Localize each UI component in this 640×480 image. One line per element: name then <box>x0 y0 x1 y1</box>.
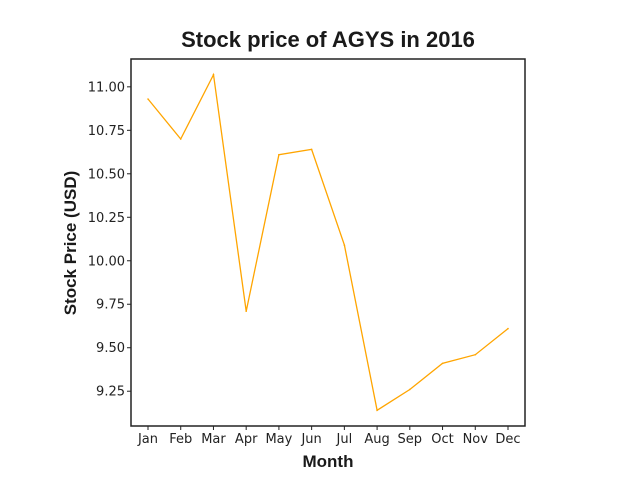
data-point <box>147 98 149 100</box>
data-point <box>179 138 182 140</box>
y-tick-label: 10.75 <box>88 124 125 139</box>
y-tick-label: 10.25 <box>88 211 125 226</box>
x-tick-label: Aug <box>364 432 389 447</box>
data-point <box>212 73 215 76</box>
plot-frame <box>130 58 526 427</box>
data-point <box>278 153 280 156</box>
y-tick-label: 10.00 <box>88 254 125 269</box>
y-tick-label: 11.00 <box>88 80 125 95</box>
chart-title: Stock price of AGYS in 2016 <box>181 27 475 52</box>
series-line <box>147 72 509 412</box>
x-tick-label: Jan <box>137 432 158 447</box>
x-tick-label: Apr <box>235 432 258 447</box>
x-tick-label: Nov <box>463 432 489 447</box>
x-tick-label: Mar <box>201 432 226 447</box>
x-axis: Jan Feb Mar Apr May Jun Jul Aug Sep Oct Nov Dec <box>137 426 521 447</box>
y-tick-label: 9.50 <box>96 341 125 356</box>
data-point <box>343 244 346 246</box>
data-point <box>245 310 247 313</box>
x-tick-label: Sep <box>398 432 423 447</box>
data-point <box>310 148 313 151</box>
x-tick-label: Feb <box>169 432 192 447</box>
y-axis: 9.25 9.50 9.75 10.00 10.25 10.50 10.75 11.00 <box>88 80 131 400</box>
x-tick-label: Oct <box>431 432 453 447</box>
y-axis-label: Stock Price (USD) <box>61 171 80 316</box>
x-tick-label: Dec <box>495 432 520 447</box>
data-point <box>474 353 477 356</box>
y-tick-label: 9.25 <box>96 385 125 400</box>
y-tick-label: 9.75 <box>96 298 125 313</box>
y-tick-label: 10.50 <box>88 167 125 182</box>
series-layer <box>147 72 509 412</box>
data-point <box>409 388 411 391</box>
data-point <box>376 409 378 412</box>
x-tick-label: Jun <box>300 432 321 447</box>
x-tick-label: Jul <box>336 432 353 447</box>
data-point <box>441 362 444 365</box>
x-axis-label: Month <box>303 452 354 471</box>
x-tick-label: May <box>265 432 292 447</box>
data-point <box>507 327 509 330</box>
